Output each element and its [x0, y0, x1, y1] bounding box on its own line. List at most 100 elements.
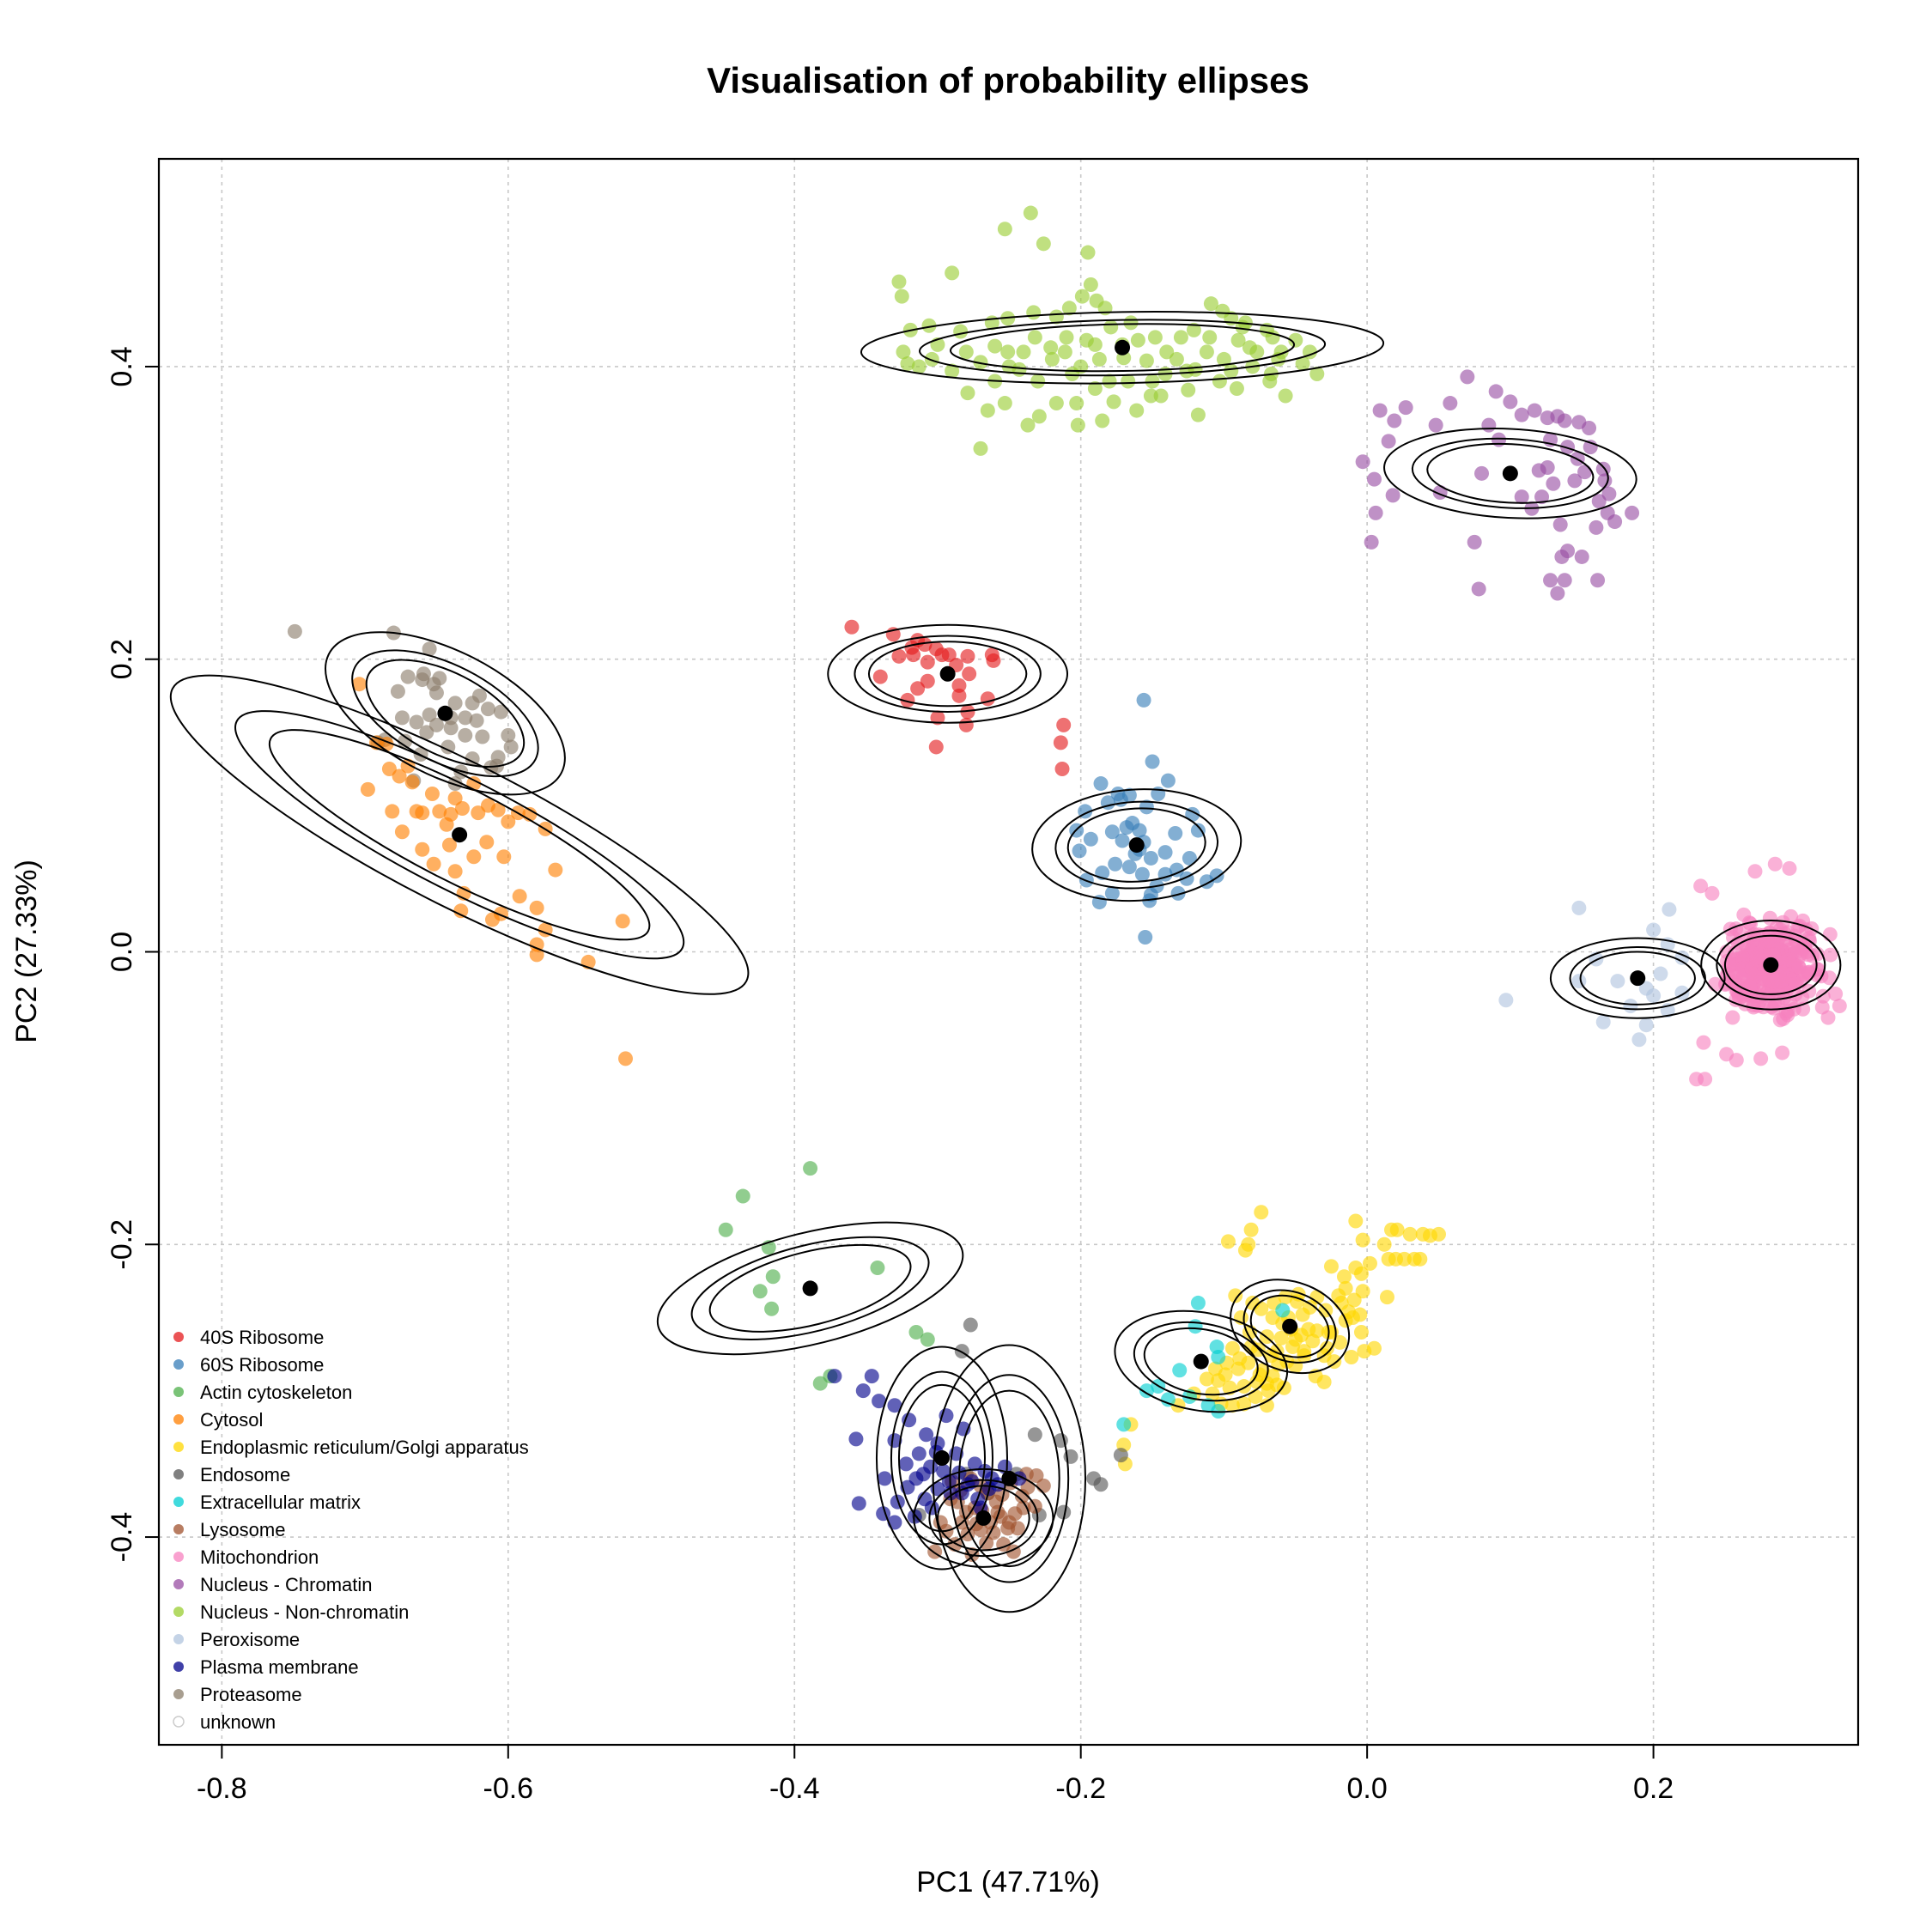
data-point-nucleus-non-chromatin: [1016, 344, 1031, 360]
data-point-peroxisome: [1595, 1014, 1611, 1030]
ellipse-plasma-membrane-3: [875, 1346, 1008, 1571]
data-point-nucleus-non-chromatin: [896, 344, 911, 360]
data-point-60s-ribosome: [1145, 754, 1160, 769]
data-point-nucleus-chromatin: [1443, 396, 1458, 411]
data-point-cytosol: [447, 791, 463, 806]
data-point-nucleus-non-chromatin: [1186, 322, 1201, 337]
data-point-endoplasmic-reticulum-golgi-apparatus: [1344, 1349, 1359, 1364]
ellipse-endoplasmic-reticulum-golgi-apparatus-2: [1242, 1289, 1337, 1364]
data-point-cytosol: [496, 849, 512, 865]
data-point-extracellular-matrix: [1160, 1392, 1176, 1407]
data-point-endoplasmic-reticulum-golgi-apparatus: [1327, 1354, 1342, 1370]
data-point-60s-ribosome: [1104, 885, 1120, 901]
data-point-endoplasmic-reticulum-golgi-apparatus: [1323, 1259, 1339, 1274]
data-point-40s-ribosome: [941, 647, 957, 663]
data-point-peroxisome: [1646, 988, 1662, 1004]
data-point-40s-ribosome: [958, 717, 974, 732]
data-point-nucleus-non-chromatin: [1083, 277, 1098, 293]
data-point-plasma-membrane: [877, 1471, 892, 1486]
data-point-endoplasmic-reticulum-golgi-apparatus: [1332, 1334, 1347, 1350]
data-point-nucleus-non-chromatin: [1129, 403, 1145, 418]
data-point-proteasome: [287, 623, 302, 639]
data-point-cytosol: [394, 824, 410, 840]
data-point-nucleus-chromatin: [1552, 517, 1568, 532]
ellipse-cytosol-3: [169, 674, 750, 995]
x-axis-label: PC1 (47.71%): [916, 1866, 1100, 1899]
data-point-60s-ribosome: [1132, 823, 1147, 838]
data-point-mitochondrion: [1746, 999, 1761, 1015]
data-point-endoplasmic-reticulum-golgi-apparatus: [1396, 1251, 1412, 1267]
data-point-nucleus-non-chromatin: [1031, 409, 1047, 424]
data-point-nucleus-non-chromatin: [1027, 330, 1042, 345]
data-point-60s-ribosome: [1119, 820, 1134, 835]
data-point-actin-cytoskeleton: [812, 1376, 828, 1391]
data-point-nucleus-non-chromatin: [1159, 344, 1175, 360]
data-point-nucleus-non-chromatin: [1080, 245, 1096, 260]
data-point-40s-ribosome: [930, 710, 945, 726]
legend-marker-lysosome: [173, 1524, 184, 1534]
data-point-cytosol: [548, 862, 563, 878]
data-point-60s-ribosome: [1136, 692, 1151, 708]
legend-marker-endosome: [173, 1469, 184, 1479]
chart-title: Visualisation of probability ellipses: [707, 60, 1309, 100]
data-point-endoplasmic-reticulum-golgi-apparatus: [1340, 1304, 1356, 1320]
data-point-cytosol: [471, 805, 486, 821]
data-point-endoplasmic-reticulum-golgi-apparatus: [1236, 1396, 1252, 1412]
data-point-extracellular-matrix: [1211, 1404, 1226, 1419]
data-point-40s-ribosome: [844, 619, 860, 635]
legend-marker-peroxisome: [173, 1634, 184, 1644]
data-point-nucleus-non-chromatin: [894, 289, 909, 304]
ellipse-layer: [169, 311, 1842, 1613]
data-point-nucleus-chromatin: [1534, 489, 1550, 505]
data-point-endoplasmic-reticulum-golgi-apparatus: [1379, 1290, 1394, 1305]
data-point-endosome: [1027, 1427, 1042, 1443]
x-tick-label: -0.2: [1055, 1772, 1106, 1805]
data-point-nucleus-non-chromatin: [1143, 388, 1158, 404]
legend-label-nucleus-chromatin: Nucleus - Chromatin: [200, 1574, 373, 1595]
data-point-cytosol: [447, 864, 463, 879]
data-point-peroxisome: [1571, 900, 1587, 915]
legend-marker-nucleus-non-chromatin: [173, 1607, 184, 1617]
data-point-proteasome: [390, 683, 405, 699]
data-point-plasma-membrane: [855, 1383, 871, 1399]
data-point-mitochondrion: [1760, 933, 1776, 949]
data-point-plasma-membrane: [851, 1496, 866, 1511]
data-point-extracellular-matrix: [1190, 1295, 1206, 1310]
legend-label-endosome: Endosome: [200, 1464, 290, 1485]
data-point-plasma-membrane: [864, 1369, 879, 1384]
data-point-mitochondrion: [1823, 947, 1838, 963]
data-point-nucleus-non-chromatin: [1139, 353, 1154, 368]
data-point-endoplasmic-reticulum-golgi-apparatus: [1254, 1205, 1269, 1220]
data-point-endoplasmic-reticulum-golgi-apparatus: [1355, 1232, 1370, 1248]
data-point-peroxisome: [1638, 1018, 1654, 1033]
legend-label-lysosome: Lysosome: [200, 1519, 285, 1540]
data-point-proteasome: [398, 733, 413, 749]
data-point-nucleus-non-chromatin: [921, 318, 937, 333]
data-point-mitochondrion: [1828, 986, 1844, 1001]
data-point-endosome: [963, 1317, 978, 1333]
data-point-nucleus-chromatin: [1574, 549, 1589, 564]
legend-marker-cytosol: [173, 1414, 184, 1425]
centroid-extracellular-matrix: [1193, 1353, 1209, 1370]
data-point-nucleus-non-chromatin: [900, 356, 915, 372]
data-point-cytosol: [466, 849, 482, 865]
data-point-60s-ribosome: [1115, 833, 1130, 848]
data-point-nucleus-chromatin: [1481, 417, 1497, 433]
ellipse-cytosol-2: [234, 710, 685, 960]
data-point-mitochondrion: [1753, 1051, 1769, 1066]
data-point-cytosol: [453, 903, 469, 919]
data-point-60s-ribosome: [1143, 850, 1158, 866]
data-point-endoplasmic-reticulum-golgi-apparatus: [1338, 1280, 1353, 1296]
data-point-nucleus-non-chromatin: [1153, 388, 1169, 404]
data-point-cytosol: [392, 769, 407, 784]
data-point-proteasome: [428, 717, 444, 732]
data-point-cytosol: [415, 805, 430, 821]
data-point-mitochondrion: [1696, 1035, 1711, 1050]
data-point-proteasome: [400, 669, 416, 684]
data-point-nucleus-non-chromatin: [973, 355, 988, 370]
data-point-mitochondrion: [1783, 908, 1799, 924]
data-point-nucleus-non-chromatin: [997, 396, 1012, 411]
data-point-endoplasmic-reticulum-golgi-apparatus: [1336, 1269, 1352, 1285]
data-point-endosome: [1113, 1448, 1128, 1463]
